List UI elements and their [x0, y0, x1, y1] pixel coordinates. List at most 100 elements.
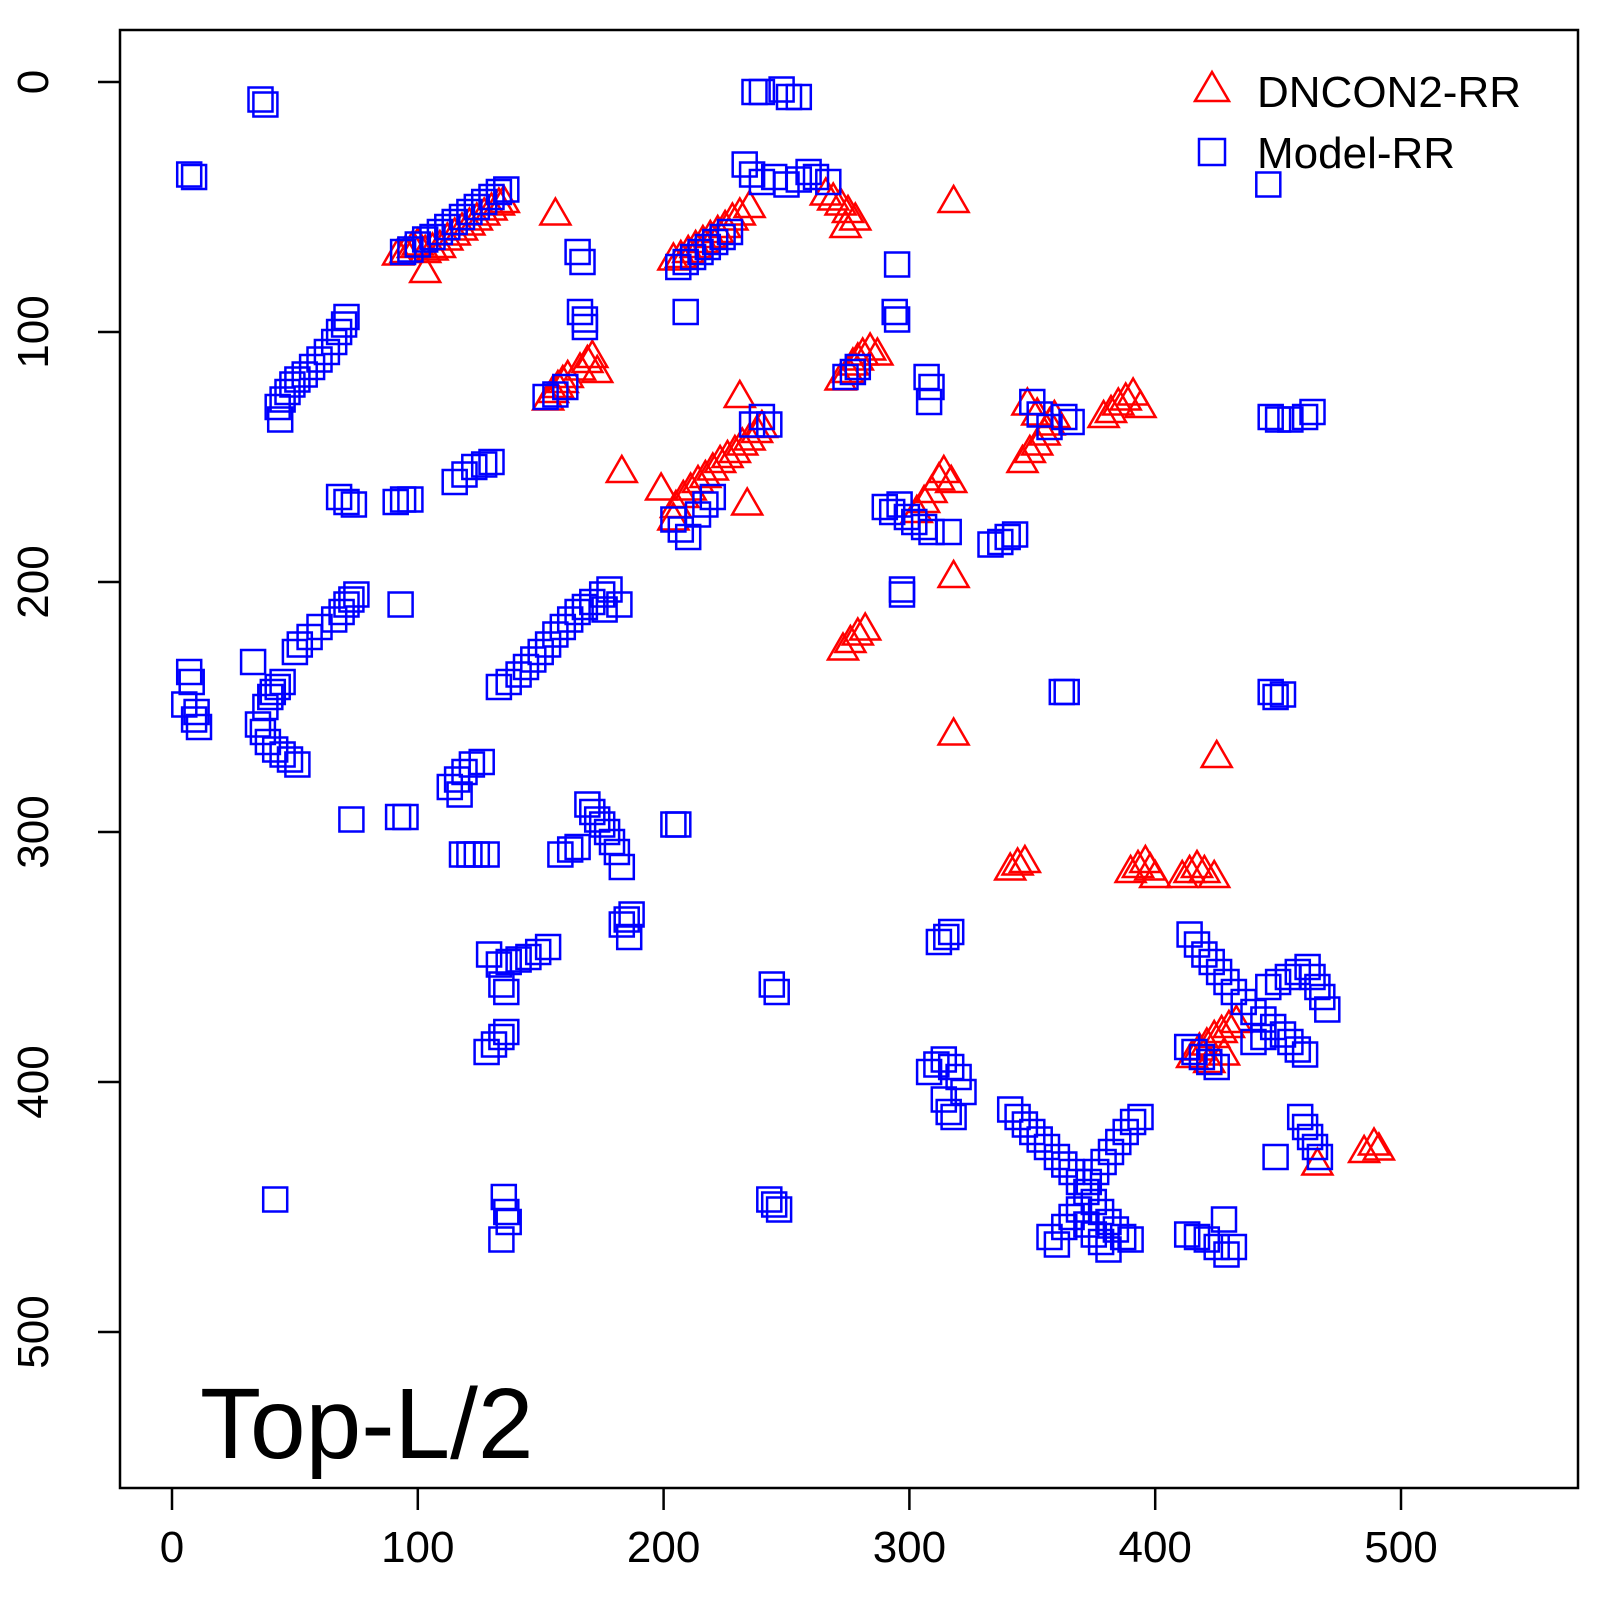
- model-rr-point: [296, 623, 323, 651]
- dncon2-rr-point: [474, 190, 509, 221]
- x-tick-label: 500: [1364, 1523, 1437, 1572]
- dncon2-rr-point: [823, 185, 858, 216]
- dncon2-rr-point: [936, 183, 971, 214]
- model-rr-point: [448, 203, 476, 231]
- model-rr-point: [615, 923, 643, 951]
- dncon2-rr-point: [575, 338, 610, 369]
- series-model-rr: [171, 76, 1341, 1268]
- dncon2-rr-point: [1012, 433, 1047, 464]
- dncon2-rr-point: [580, 353, 615, 384]
- model-rr-point: [748, 403, 776, 431]
- model-rr-point: [286, 631, 314, 658]
- model-rr-point: [1203, 1233, 1230, 1261]
- dncon2-rr-point: [936, 715, 971, 746]
- model-rr-point: [815, 168, 842, 196]
- model-rr-point: [475, 941, 503, 968]
- model-rr-point: [588, 811, 616, 838]
- model-rr-point: [731, 151, 758, 178]
- dncon2-rr-point: [1138, 858, 1173, 889]
- model-rr-point: [1299, 398, 1326, 426]
- model-rr-point: [291, 361, 318, 388]
- model-rr-point: [667, 516, 695, 543]
- model-rr-point: [603, 838, 631, 866]
- model-rr-point: [1255, 171, 1282, 198]
- dncon2-rr-point: [926, 453, 961, 484]
- dncon2-rr-point: [828, 208, 863, 239]
- model-rr-point: [1173, 1221, 1201, 1248]
- model-rr-point: [1291, 403, 1319, 431]
- model-rr-point: [333, 591, 360, 618]
- model-rr-point: [1291, 1041, 1319, 1068]
- model-rr-point: [1176, 921, 1203, 948]
- model-rr-point: [426, 218, 454, 246]
- model-rr-point: [1213, 1241, 1240, 1268]
- model-rr-point: [532, 383, 559, 411]
- model-rr-point: [1119, 1108, 1147, 1136]
- model-rr-point: [564, 598, 591, 626]
- dncon2-rr-point: [702, 443, 738, 474]
- dncon2-rr-point: [825, 630, 861, 661]
- model-rr-point: [839, 358, 867, 386]
- model-rr-point: [1299, 963, 1326, 991]
- model-rr-point: [1269, 1021, 1297, 1048]
- dncon2-rr-point: [816, 180, 851, 211]
- dncon2-rr-point: [936, 558, 971, 589]
- model-rr-point: [434, 213, 461, 241]
- legend-triangle-icon: [1192, 69, 1232, 103]
- model-rr-point: [588, 581, 616, 608]
- model-rr-point: [247, 86, 274, 113]
- model-rr-point: [613, 906, 640, 933]
- model-rr-point: [1090, 1148, 1117, 1176]
- model-rr-point: [918, 373, 945, 401]
- dncon2-rr-point: [437, 215, 472, 246]
- model-rr-point: [687, 238, 714, 266]
- model-rr-point: [493, 1198, 520, 1226]
- y-tick-label: 300: [9, 795, 58, 868]
- model-rr-point: [935, 1098, 962, 1126]
- model-rr-point: [1301, 1133, 1329, 1161]
- model-rr-point: [996, 1096, 1024, 1123]
- model-rr-point: [608, 853, 636, 881]
- model-rr-point: [556, 836, 584, 863]
- model-rr-point: [463, 193, 491, 221]
- model-rr-point: [878, 498, 906, 526]
- y-tick-label: 500: [9, 1295, 58, 1368]
- data-marks: [171, 76, 1397, 1268]
- model-rr-point: [1073, 1211, 1100, 1238]
- model-rr-point: [1220, 978, 1248, 1006]
- model-rr-point: [473, 841, 500, 868]
- dncon2-rr-point: [830, 193, 866, 224]
- model-rr-point: [397, 486, 424, 513]
- model-rr-point: [940, 1103, 967, 1131]
- model-rr-point: [883, 251, 911, 278]
- model-rr-point: [1082, 1158, 1110, 1186]
- dncon2-rr-point: [415, 230, 450, 261]
- dncon2-rr-point: [408, 253, 443, 284]
- model-rr-point: [672, 248, 699, 276]
- dncon2-rr-point: [1000, 845, 1035, 876]
- model-rr-point: [269, 741, 296, 768]
- model-rr-point: [1250, 1006, 1277, 1033]
- model-rr-point: [574, 791, 601, 818]
- dncon2-rr-point: [1197, 858, 1232, 889]
- model-rr-point: [552, 373, 579, 401]
- dncon2-rr-point: [1108, 380, 1143, 411]
- model-rr-point: [738, 411, 766, 438]
- model-rr-point: [512, 653, 540, 681]
- model-rr-point: [1127, 1103, 1154, 1131]
- model-rr-point: [542, 381, 569, 408]
- model-rr-point: [473, 1038, 500, 1066]
- dncon2-rr-point: [840, 615, 875, 646]
- model-rr-point: [306, 613, 333, 641]
- model-rr-point: [1173, 1033, 1201, 1061]
- x-tick-label: 0: [160, 1523, 184, 1572]
- model-rr-point: [269, 386, 296, 413]
- model-rr-point: [266, 406, 294, 433]
- model-rr-point: [888, 581, 916, 608]
- dncon2-rr-point: [1219, 1003, 1254, 1034]
- model-rr-point: [284, 751, 311, 778]
- model-rr-point: [1286, 1103, 1314, 1131]
- model-rr-point: [763, 978, 790, 1006]
- model-rr-point: [333, 303, 360, 331]
- dncon2-rr-point: [1187, 853, 1222, 884]
